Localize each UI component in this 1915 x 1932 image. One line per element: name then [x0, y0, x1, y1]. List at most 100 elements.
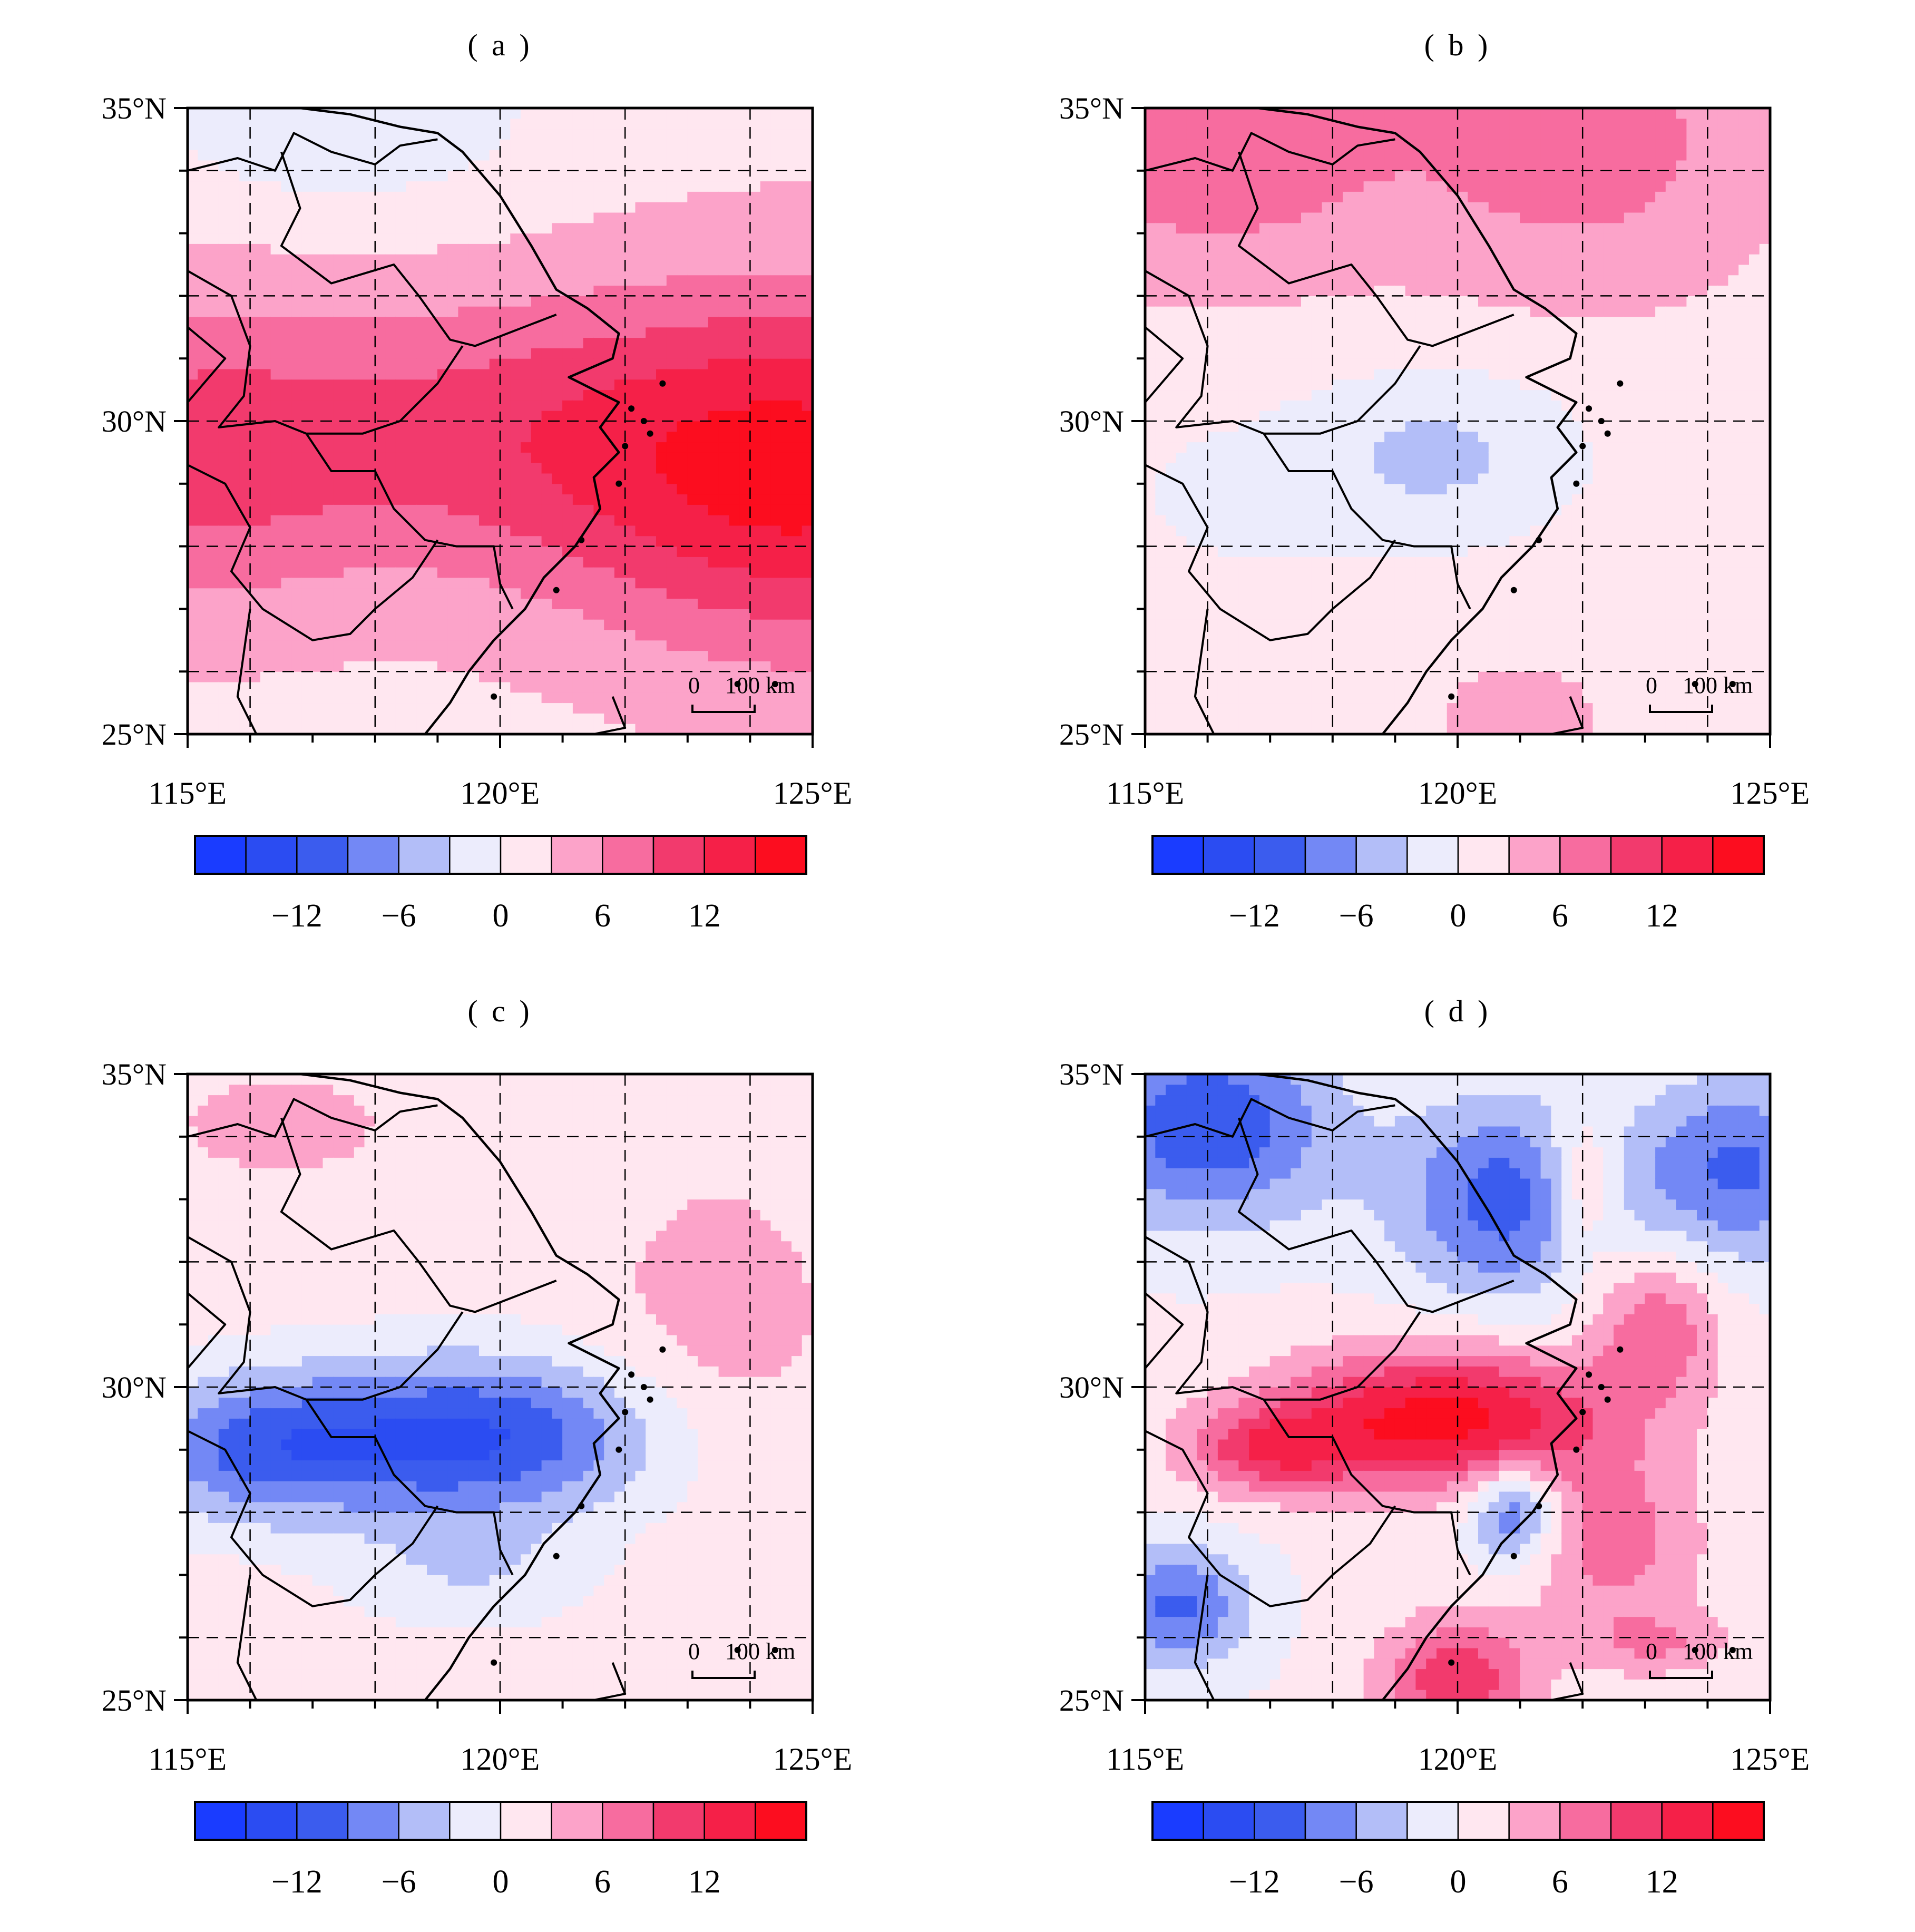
colorbar-tick-label: −12 — [271, 898, 323, 934]
colorbar-swatch — [1406, 1801, 1459, 1841]
colorbar-swatch — [1661, 835, 1714, 875]
coastline — [1257, 108, 1578, 734]
province-border — [280, 151, 557, 347]
scale-zero-label: 0 — [688, 1638, 700, 1664]
lon-label: 125°E — [773, 1742, 853, 1777]
scale-bar: 0 100 km — [1646, 1638, 1753, 1679]
colorbar-swatch — [1355, 1801, 1408, 1841]
colorbar-swatch — [1457, 835, 1510, 875]
province-border — [305, 1399, 514, 1576]
island — [622, 443, 629, 450]
colorbar-swatch — [194, 1801, 247, 1841]
island — [1510, 587, 1517, 593]
lat-label: 30°N — [102, 1370, 167, 1404]
colorbar-tick-label: −12 — [271, 1864, 323, 1900]
scale-bar: 0 100 km — [688, 1638, 795, 1679]
scale-distance-label: 100 km — [725, 672, 795, 698]
lat-label: 30°N — [1059, 1370, 1124, 1404]
island — [1586, 405, 1592, 412]
province-border — [1237, 1117, 1515, 1313]
colorbar-swatch — [1712, 1801, 1765, 1841]
map-plot-c: 35°N 30°N 25°N 115°E 120°E 125°E 0 100 km −12 −6 0… — [102, 1057, 853, 1900]
coastline-borders — [1145, 108, 1736, 734]
island — [491, 1659, 497, 1666]
province-border — [188, 464, 439, 641]
grid-lines — [1145, 108, 1770, 734]
island — [1617, 380, 1624, 387]
colorbar-swatch — [398, 835, 451, 875]
province-border — [1145, 1098, 1395, 1138]
axis-ticks — [174, 1073, 814, 1714]
lat-label: 35°N — [102, 1057, 167, 1091]
colorbar-swatch — [449, 1801, 502, 1841]
island — [1573, 1446, 1580, 1453]
scale-distance-label: 100 km — [725, 1638, 795, 1664]
colorbar-swatch — [245, 835, 298, 875]
colorbar-swatch — [652, 835, 705, 875]
colorbar-tick-label: −6 — [1339, 1864, 1374, 1900]
lat-label: 25°N — [1059, 717, 1124, 752]
province-border — [188, 132, 438, 172]
colorbar-swatch — [1508, 835, 1561, 875]
lat-label: 35°N — [102, 91, 167, 125]
colorbar-swatch — [1610, 1801, 1663, 1841]
colorbar-swatch — [1508, 1801, 1561, 1841]
shaded-field — [1145, 108, 1770, 734]
colorbar-tick-label: 0 — [1450, 1864, 1467, 1900]
shaded-field — [188, 1074, 813, 1700]
map-plot-a: 35°N 30°N 25°N 115°E 120°E 125°E 0 100 km −12 −6 0… — [102, 91, 852, 934]
island — [647, 430, 653, 437]
lon-label: 115°E — [149, 776, 227, 811]
province-border — [1194, 609, 1215, 734]
lon-label: 120°E — [1418, 1742, 1498, 1777]
colorbar-swatch — [1203, 835, 1255, 875]
colorbar-swatch — [500, 835, 552, 875]
province-border — [188, 326, 227, 403]
scale-bar: 0 100 km — [688, 672, 795, 713]
island — [1536, 536, 1542, 543]
island — [1729, 680, 1736, 687]
province-border — [1145, 464, 1396, 641]
colorbar-swatch — [755, 835, 807, 875]
colorbar-tick-label: 0 — [493, 1864, 509, 1900]
island — [615, 1446, 622, 1453]
province-border — [1551, 1662, 1584, 1700]
lon-label: 125°E — [1731, 1742, 1810, 1777]
colorbar-swatch — [602, 835, 654, 875]
province-border — [305, 433, 514, 610]
colorbar-tick-label: 6 — [1552, 898, 1568, 934]
colorbar: −12 −6 0 6 12 — [194, 1801, 807, 1900]
lon-label: 115°E — [149, 1742, 227, 1777]
colorbar-swatch — [296, 835, 349, 875]
island — [1729, 1646, 1736, 1653]
island — [615, 480, 622, 487]
coastline — [300, 1074, 620, 1700]
panel-title: ( a ) — [467, 28, 533, 62]
province-border — [1263, 433, 1471, 610]
island — [553, 1553, 560, 1559]
island — [553, 587, 560, 593]
colorbar-tick-label: 0 — [1450, 898, 1467, 934]
island — [647, 1396, 653, 1403]
lat-label: 30°N — [102, 404, 167, 438]
grid-lines — [188, 1074, 813, 1700]
island — [1692, 680, 1698, 687]
province-border — [236, 1575, 258, 1700]
island — [659, 1346, 666, 1353]
scale-zero-label: 0 — [1646, 672, 1657, 698]
province-border — [1145, 1430, 1396, 1607]
province-border — [188, 1292, 227, 1369]
coastline-borders — [1145, 1074, 1736, 1700]
colorbar-tick-label: 12 — [1646, 898, 1678, 934]
province-border — [1551, 696, 1584, 734]
colorbar-swatch — [347, 835, 399, 875]
panel-title: ( b ) — [1424, 28, 1491, 62]
colorbar-swatch — [296, 1801, 349, 1841]
colorbar: −12 −6 0 6 12 — [194, 835, 807, 934]
coastline — [1257, 1074, 1578, 1700]
colorbar-tick-label: 0 — [493, 898, 509, 934]
map-plot-b: 35°N 30°N 25°N 115°E 120°E 125°E 0 100 km −12 −6 0… — [1059, 91, 1810, 934]
colorbar: −12 −6 0 6 12 — [1151, 835, 1765, 934]
island — [1579, 1409, 1586, 1416]
colorbar-swatch — [1254, 835, 1306, 875]
